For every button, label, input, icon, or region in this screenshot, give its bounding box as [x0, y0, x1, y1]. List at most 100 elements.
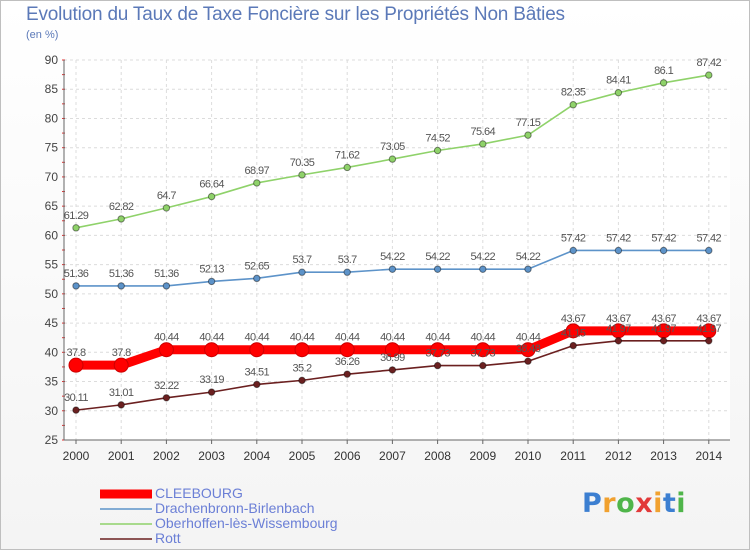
data-label-rott-2002: 32.22 — [154, 380, 179, 392]
data-label-cleebourg-2001: 37.8 — [112, 347, 131, 359]
data-point-cleebourg-2002 — [158, 342, 174, 358]
chart-unit: (en %) — [26, 29, 59, 41]
data-label-oberhoffen-les-wissembourg-2010: 77.15 — [516, 117, 541, 129]
data-label-rott-2006: 36.26 — [335, 356, 360, 368]
data-label-cleebourg-2007: 40.44 — [380, 332, 405, 344]
data-label-drachenbronn-birlenbach-2001: 51.36 — [109, 268, 134, 280]
data-label-rott-2013: 41.97 — [651, 323, 676, 335]
data-label-oberhoffen-les-wissembourg-2003: 66.64 — [199, 179, 224, 191]
data-label-drachenbronn-birlenbach-2006: 53.7 — [338, 254, 357, 266]
data-point-oberhoffen-les-wissembourg-2002 — [162, 204, 171, 212]
data-label-cleebourg-2002: 40.44 — [154, 332, 179, 344]
data-label-oberhoffen-les-wissembourg-2008: 74.52 — [425, 132, 450, 144]
data-label-oberhoffen-les-wissembourg-2004: 68.97 — [245, 165, 270, 177]
data-label-oberhoffen-les-wissembourg-2002: 64.7 — [157, 190, 176, 202]
data-point-rott-2000 — [72, 406, 80, 414]
data-point-rott-2010 — [524, 357, 532, 365]
data-point-drachenbronn-birlenbach-2002 — [162, 282, 171, 290]
legend-swatch-drachenbronn — [100, 508, 152, 510]
data-point-rott-2004 — [253, 380, 261, 389]
data-label-drachenbronn-birlenbach-2008: 54.22 — [425, 251, 450, 263]
data-point-oberhoffen-les-wissembourg-2005 — [298, 171, 306, 179]
data-point-drachenbronn-birlenbach-2007 — [388, 265, 397, 273]
data-point-oberhoffen-les-wissembourg-2012 — [614, 88, 623, 97]
data-point-oberhoffen-les-wissembourg-2010 — [524, 131, 532, 139]
data-label-rott-2010: 38.48 — [516, 343, 541, 355]
data-point-cleebourg-2007 — [384, 342, 400, 358]
x-tick-label-2002: 2002 — [153, 449, 180, 463]
data-point-oberhoffen-les-wissembourg-2006 — [343, 163, 351, 172]
x-tick-label-2001: 2001 — [108, 449, 135, 463]
x-tick-label-2008: 2008 — [424, 449, 451, 463]
data-point-drachenbronn-birlenbach-2010 — [524, 265, 532, 273]
data-label-rott-2004: 34.51 — [245, 366, 270, 378]
data-point-rott-2005 — [298, 376, 306, 385]
data-point-drachenbronn-birlenbach-2005 — [298, 268, 306, 276]
data-label-cleebourg-2003: 40.44 — [199, 332, 224, 344]
data-label-cleebourg-2009: 40.44 — [471, 332, 496, 344]
data-label-cleebourg-2005: 40.44 — [290, 332, 315, 344]
y-tick-label-25: 25 — [45, 433, 59, 447]
x-tick-label-2010: 2010 — [515, 449, 542, 463]
data-point-rott-2008 — [433, 361, 442, 370]
legend-label-drachenbronn: Drachenbronn-Birlenbach — [155, 500, 315, 516]
data-label-rott-2007: 36.99 — [380, 352, 405, 364]
legend-item-oberhoffen: Oberhoffen-lès-Wissembourg — [100, 516, 338, 531]
data-label-drachenbronn-birlenbach-2010: 54.22 — [516, 251, 541, 263]
data-label-oberhoffen-les-wissembourg-2013: 86.1 — [654, 65, 673, 77]
data-point-rott-2001 — [117, 401, 125, 409]
x-tick-label-2014: 2014 — [695, 449, 722, 463]
data-label-drachenbronn-birlenbach-2011: 57.42 — [561, 232, 586, 244]
data-label-rott-2003: 33.19 — [199, 374, 224, 386]
data-label-cleebourg-2014: 43.67 — [697, 313, 722, 325]
legend-item-rott: Rott — [100, 531, 338, 546]
proxiti-logo: Proxiti — [582, 488, 687, 519]
data-point-rott-2009 — [479, 361, 487, 370]
legend-swatch-cleebourg — [100, 489, 152, 499]
data-label-cleebourg-2013: 43.67 — [651, 313, 676, 325]
data-point-cleebourg-2003 — [204, 342, 220, 358]
x-tick-label-2003: 2003 — [198, 449, 225, 463]
legend-item-drachenbronn: Drachenbronn-Birlenbach — [100, 501, 338, 516]
y-tick-label-65: 65 — [45, 199, 59, 213]
data-label-cleebourg-2006: 40.44 — [335, 332, 360, 344]
y-tick-label-90: 90 — [45, 53, 59, 67]
y-tick-label-75: 75 — [45, 141, 59, 155]
y-tick-label-80: 80 — [45, 111, 59, 125]
data-label-oberhoffen-les-wissembourg-2012: 84.41 — [606, 75, 631, 87]
data-label-cleebourg-2004: 40.44 — [245, 332, 270, 344]
data-label-cleebourg-2012: 43.67 — [606, 313, 631, 325]
y-tick-label-45: 45 — [45, 316, 59, 330]
data-label-rott-2001: 31.01 — [109, 387, 134, 399]
legend-label-cleebourg: CLEEBOURG — [155, 485, 243, 501]
data-point-cleebourg-2004 — [249, 342, 265, 358]
data-point-oberhoffen-les-wissembourg-2003 — [207, 192, 216, 201]
data-label-oberhoffen-les-wissembourg-2006: 71.62 — [335, 149, 360, 161]
data-point-oberhoffen-les-wissembourg-2011 — [569, 101, 577, 109]
data-label-drachenbronn-birlenbach-2004: 52.65 — [245, 260, 270, 272]
data-label-rott-2009: 37.73 — [471, 348, 496, 360]
y-tick-label-85: 85 — [45, 82, 59, 96]
y-tick-label-30: 30 — [45, 404, 59, 418]
data-label-drachenbronn-birlenbach-2012: 57.42 — [606, 232, 631, 244]
y-tick-label-55: 55 — [45, 258, 59, 272]
data-label-rott-2005: 35.2 — [292, 362, 311, 374]
data-label-cleebourg-2010: 40.44 — [516, 332, 541, 344]
x-tick-label-2011: 2011 — [560, 449, 586, 463]
data-label-drachenbronn-birlenbach-2013: 57.42 — [651, 232, 676, 244]
data-point-cleebourg-2008 — [430, 342, 446, 358]
data-label-cleebourg-2011: 43.67 — [561, 313, 586, 325]
x-tick-label-2006: 2006 — [334, 449, 361, 463]
data-label-oberhoffen-les-wissembourg-2009: 75.64 — [471, 126, 496, 138]
data-point-cleebourg-2006 — [339, 342, 355, 358]
x-tick-label-2009: 2009 — [469, 449, 496, 463]
data-label-oberhoffen-les-wissembourg-2001: 62.82 — [109, 201, 134, 213]
data-point-rott-2002 — [162, 394, 171, 402]
data-point-drachenbronn-birlenbach-2001 — [117, 282, 125, 290]
legend-label-rott: Rott — [155, 530, 181, 546]
data-point-rott-2011 — [569, 341, 577, 350]
x-tick-label-2012: 2012 — [605, 449, 632, 463]
data-label-drachenbronn-birlenbach-2014: 57.42 — [697, 232, 722, 244]
data-label-oberhoffen-les-wissembourg-2000: 61.29 — [64, 210, 89, 222]
